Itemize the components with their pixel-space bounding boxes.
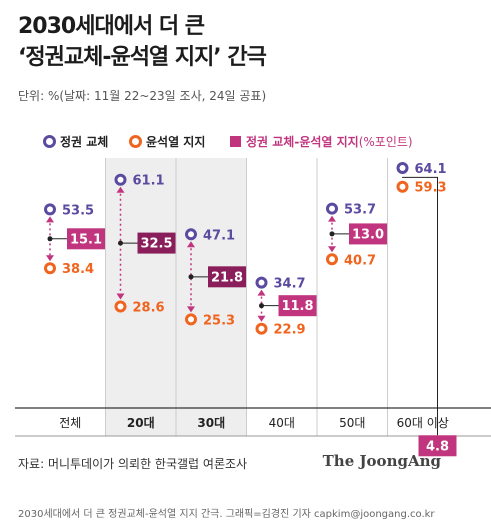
category-label-0: 전체 <box>59 416 81 430</box>
yoon-label-2: 25.3 <box>203 313 235 328</box>
yoon-label-1: 28.6 <box>133 300 165 315</box>
gap-value-4: 13.0 <box>352 227 384 242</box>
gap-box-1 <box>137 232 176 254</box>
gap-value-1: 32.5 <box>140 237 172 252</box>
legend-yoon-marker <box>129 135 142 148</box>
yoon-label-3: 22.9 <box>274 323 306 338</box>
credit-line: 2030세대에서 더 큰 정권교체-윤석열 지지 간극. 그래픽=김경진 기자 … <box>18 509 435 520</box>
regime-point-2 <box>185 228 197 241</box>
gap-value-5: 4.8 <box>426 439 449 454</box>
chart-title-line2: ‘정권교체-윤석열 지지’ 간극 <box>18 45 267 70</box>
legend-gap-unit: (%포인트) <box>358 135 413 149</box>
gap-value-0: 15.1 <box>70 232 102 247</box>
regime-point-3 <box>255 276 268 289</box>
legend-item-regime: 정권 교체 <box>43 133 108 150</box>
regime-label-3: 34.7 <box>274 277 306 292</box>
category-label-4: 50대 <box>339 416 365 430</box>
gap-box-2 <box>208 266 246 288</box>
highlight-bg-2 <box>176 158 247 436</box>
legend-gap-label: 정권 교체-윤석열 지지 <box>246 135 359 149</box>
gap-arrow-down-1 <box>116 293 125 300</box>
gap-box-4 <box>349 223 387 245</box>
gap-leader-5 <box>402 176 438 436</box>
gap-box-3 <box>278 295 317 317</box>
regime-label-0: 53.5 <box>62 203 94 218</box>
gap-value-2: 21.8 <box>211 270 243 285</box>
regime-point-1 <box>114 173 127 186</box>
category-label-1: 20대 <box>127 416 155 430</box>
gap-arrow-down-3 <box>257 315 266 322</box>
gap-arrow-down-2 <box>187 306 195 313</box>
source-note: 자료: 머니투데이가 의뢰한 한국갤럽 여론조사 <box>18 457 248 471</box>
yoon-point-2 <box>185 313 197 326</box>
chart-title-line1: 2030세대에서 더 큰 <box>18 14 205 39</box>
regime-point-5 <box>396 162 409 175</box>
yoon-label-5: 59.3 <box>415 181 447 196</box>
yoon-point-3 <box>255 322 268 335</box>
highlight-bg-1 <box>105 158 176 436</box>
gap-box-0 <box>67 228 105 250</box>
gap-arrow-up-4 <box>328 215 336 222</box>
legend-item-yoon: 윤석열 지지 <box>129 133 205 150</box>
legend-regime-label: 정권 교체 <box>60 135 109 149</box>
category-label-2: 30대 <box>197 416 225 430</box>
yoon-point-5 <box>396 180 409 193</box>
yoon-label-4: 40.7 <box>344 253 376 268</box>
legend-regime-marker <box>43 135 56 148</box>
regime-label-4: 53.7 <box>344 203 376 218</box>
regime-label-5: 64.1 <box>415 162 447 177</box>
gap-arrow-up-2 <box>187 241 195 248</box>
publisher-logo: The JoongAng <box>322 452 441 470</box>
category-label-5: 60대 이상 <box>397 416 449 430</box>
gap-arrow-up-3 <box>257 289 266 296</box>
gap-arrow-up-1 <box>116 186 125 193</box>
category-label-3: 40대 <box>269 416 295 430</box>
legend-item-gap: 정권 교체-윤석열 지지 (%포인트) <box>230 133 413 150</box>
unit-note: 단위: %(날짜: 11월 22~23일 조사, 24일 공표) <box>18 89 267 103</box>
yoon-point-1 <box>114 300 127 313</box>
gap-box-5 <box>418 435 457 457</box>
gap-value-3: 11.8 <box>281 299 313 314</box>
gap-arrow-up-0 <box>46 216 54 223</box>
legend-gap-marker <box>230 136 241 147</box>
gap-arrow-down-0 <box>46 255 54 262</box>
regime-label-2: 47.1 <box>203 228 235 243</box>
gap-arrow-down-4 <box>328 246 336 253</box>
regime-label-1: 61.1 <box>133 174 165 189</box>
yoon-point-4 <box>326 253 338 266</box>
yoon-point-0 <box>44 262 56 275</box>
yoon-label-0: 38.4 <box>62 262 94 277</box>
regime-point-0 <box>44 203 56 216</box>
regime-point-4 <box>326 202 338 215</box>
legend-yoon-label: 윤석열 지지 <box>146 135 206 149</box>
